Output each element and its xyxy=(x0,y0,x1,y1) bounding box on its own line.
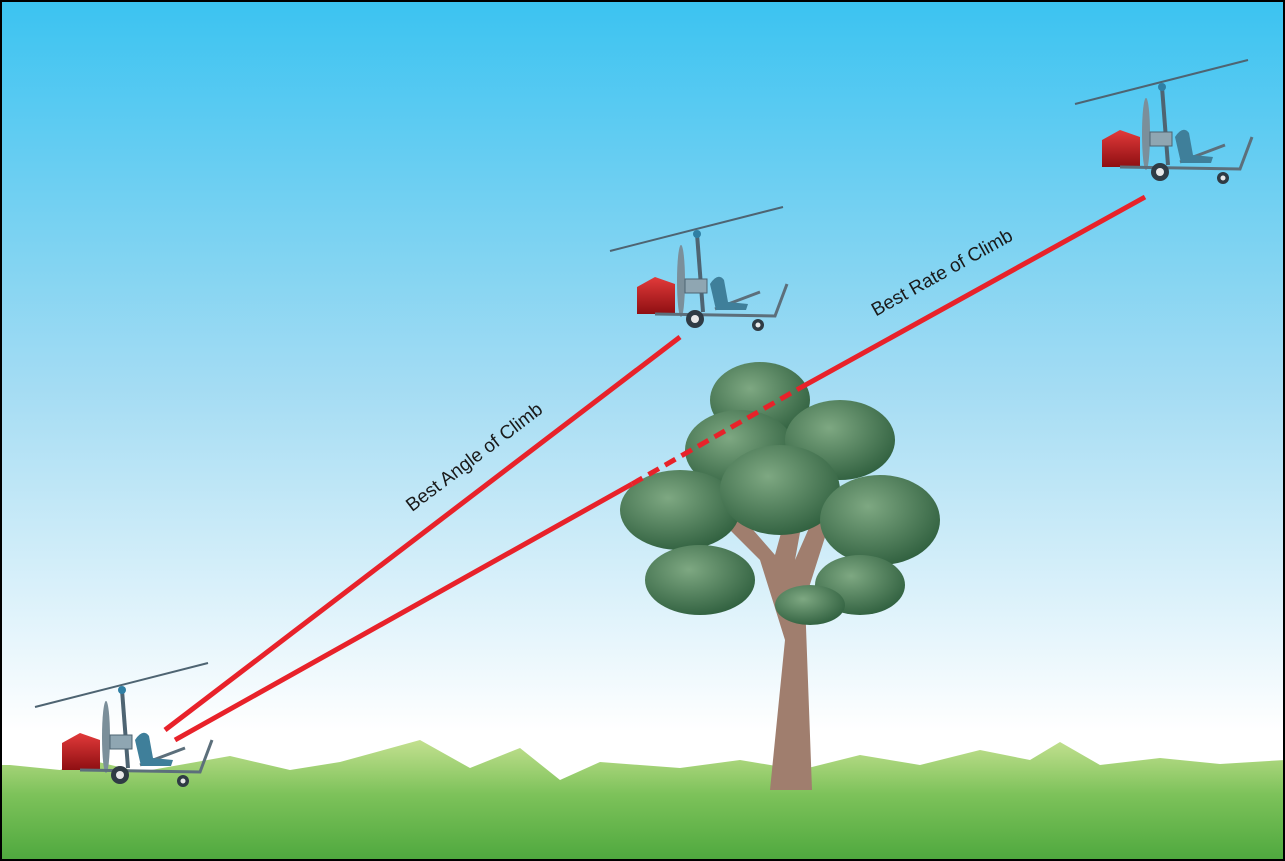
illustration: Best Angle of Climb Best Rate of Climb xyxy=(0,0,1285,861)
